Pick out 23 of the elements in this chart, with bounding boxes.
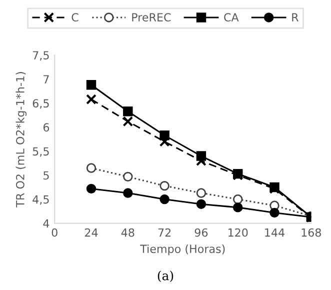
y-tick-label: 7,5 <box>32 51 49 61</box>
legend-label: PreREC <box>132 13 171 22</box>
legend-label: C <box>72 13 78 22</box>
legend-label: R <box>292 13 298 22</box>
y-tick-label: 4 <box>43 219 50 228</box>
legend-label: CA <box>224 13 239 22</box>
x-tick-label: 0 <box>52 228 58 237</box>
x-tick-label: 48 <box>121 228 134 237</box>
x-tick-label: 72 <box>158 228 171 237</box>
x-tick-label: 96 <box>194 228 208 237</box>
x-tick-label: 144 <box>265 228 284 237</box>
x-axis-title: Tiempo (Horas) <box>140 244 225 256</box>
text: (a) <box>158 270 174 282</box>
y-tick-label: 7 <box>44 75 49 84</box>
y-tick-label: 5,5 <box>32 147 49 157</box>
y-tick-label: 4,5 <box>32 195 49 205</box>
x-tick-label: 120 <box>228 228 248 237</box>
y-tick-label: 5 <box>44 171 49 180</box>
y-tick-label: 6 <box>43 123 50 132</box>
x-tick-label: 24 <box>85 228 98 237</box>
y-tick-label: 6,5 <box>32 99 49 109</box>
x-tick-label: 168 <box>302 228 321 237</box>
y-axis-title: TR O2 (mL O2*kg-1*h-1) <box>16 72 27 208</box>
